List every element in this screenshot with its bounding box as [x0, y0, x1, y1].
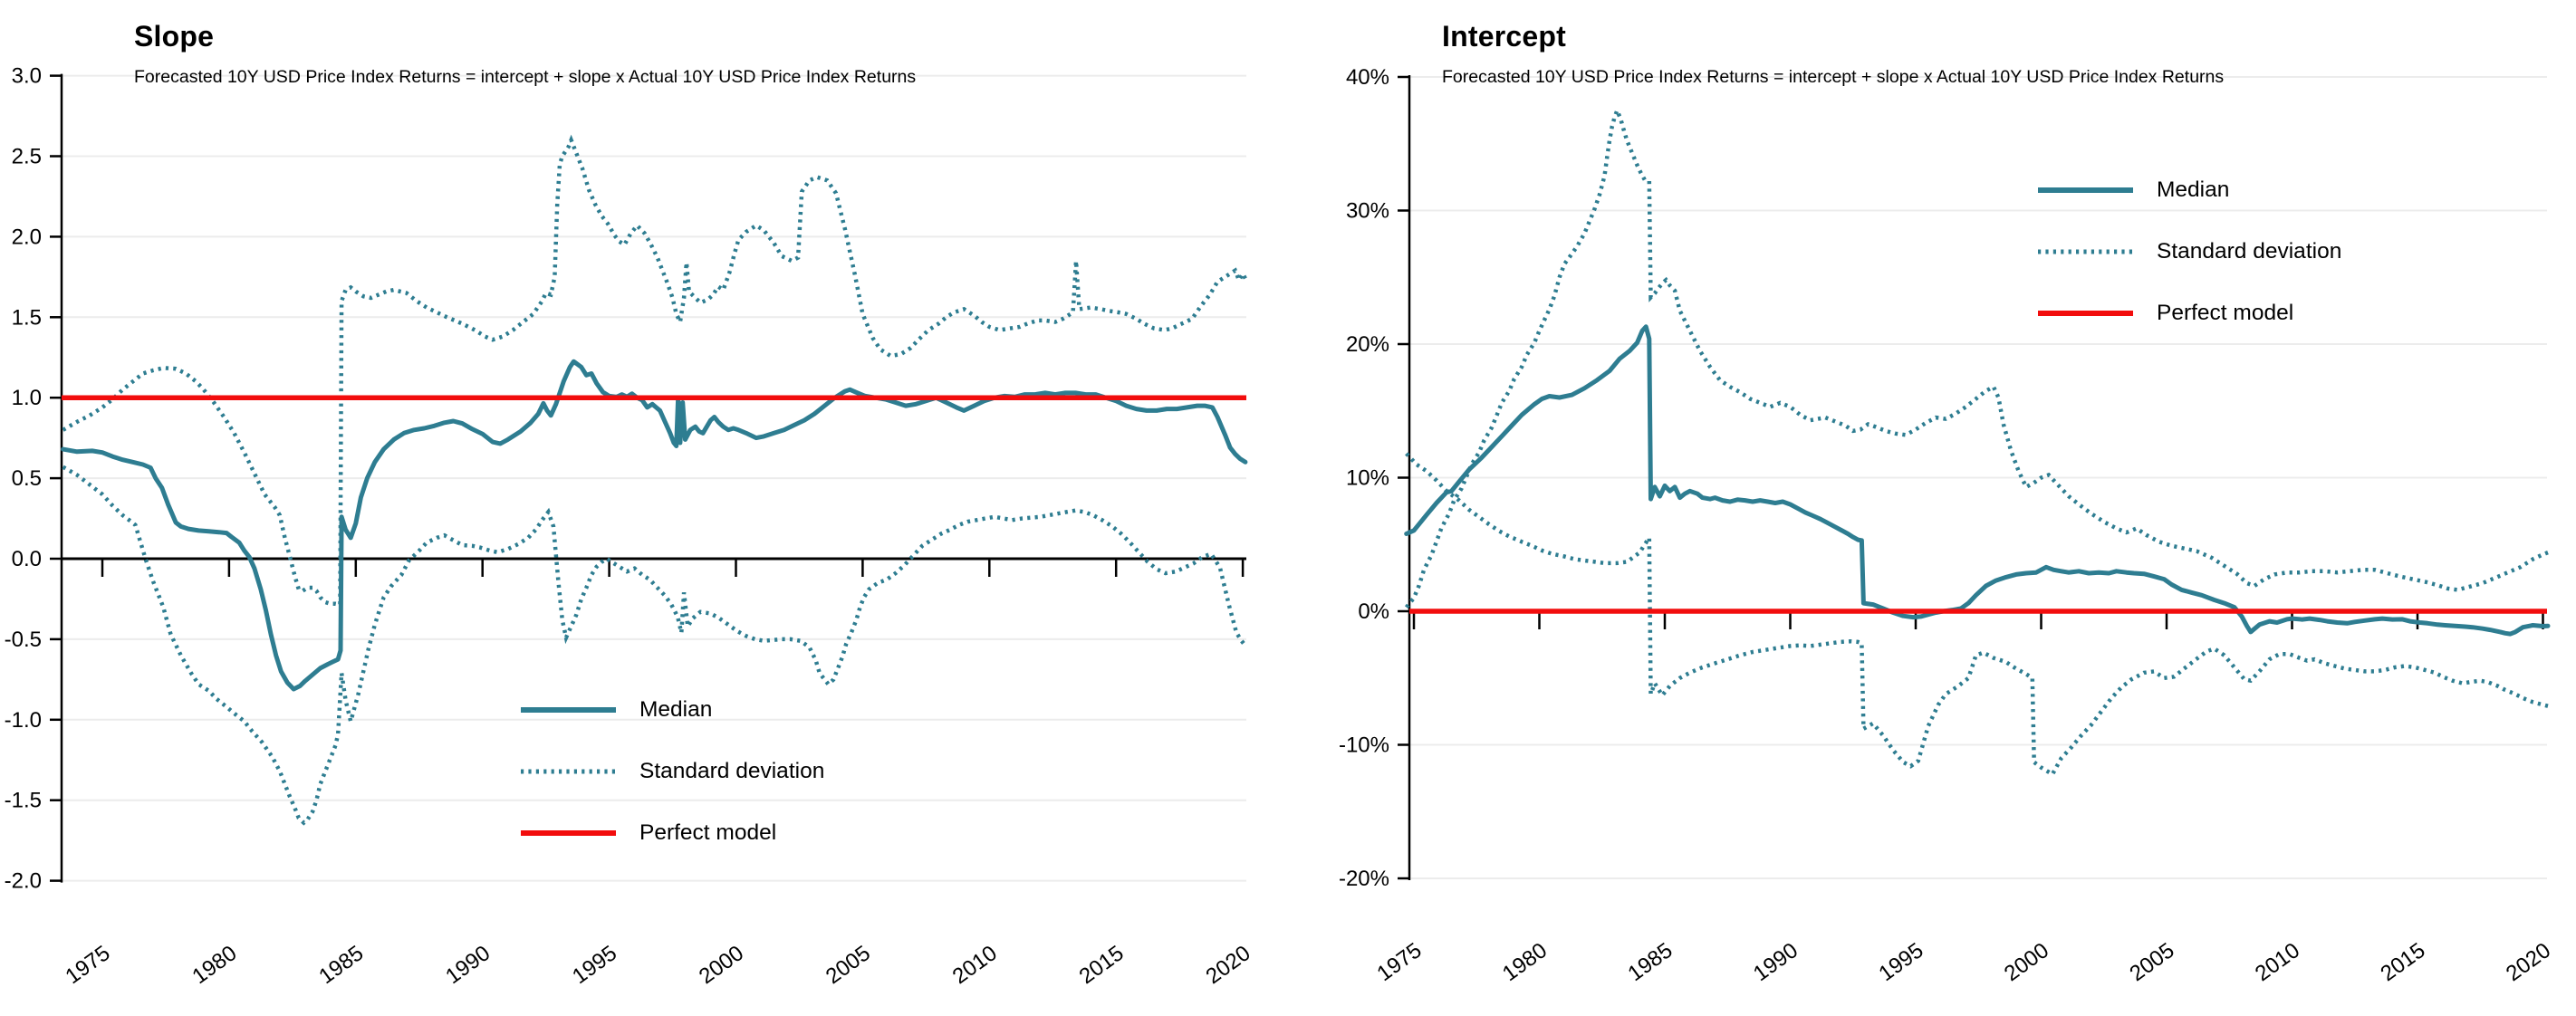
x-tick-label: 2015 — [1075, 941, 1129, 989]
slope-legend: Median Standard deviation Perfect model — [521, 697, 824, 846]
intercept-chart-title: Intercept — [1442, 20, 1566, 53]
std-deviation-upper-line — [62, 134, 1247, 608]
legend-item-median: Median — [2038, 177, 2341, 203]
dotted-line-swatch-icon — [2038, 249, 2133, 254]
y-tick-label: 40% — [1346, 65, 1389, 90]
legend-label: Standard deviation — [639, 759, 825, 783]
x-tick-label: 1980 — [187, 941, 241, 989]
y-tick-label: -1.5 — [5, 789, 42, 813]
y-tick-label: 20% — [1346, 332, 1389, 357]
y-tick-label: -20% — [1339, 867, 1389, 891]
y-tick-label: 0% — [1358, 599, 1389, 624]
intercept-legend: Median Standard deviation Perfect model — [2038, 177, 2341, 326]
legend-label: Median — [2157, 177, 2230, 202]
legend-label: Median — [639, 697, 713, 722]
chart-slope: 3.0 2.5 2.0 1.5 1.0 0.5 0.0 -0.5 -1.0 -1.5 -2.0 197… — [5, 64, 1255, 990]
legend-item-perfect-model: Perfect model — [521, 820, 824, 846]
x-tick-label: 2020 — [2502, 938, 2555, 986]
std-deviation-upper-line — [1404, 104, 2549, 609]
x-tick-label: 1980 — [1498, 938, 1552, 986]
x-tick-label: 1985 — [1623, 938, 1677, 986]
y-tick-label: -1.0 — [5, 708, 42, 733]
median-line-swatch-icon — [521, 707, 616, 713]
y-tick-label: -10% — [1339, 733, 1389, 758]
y-tick-label: -0.5 — [5, 628, 42, 652]
x-tick-label: 2000 — [2000, 938, 2053, 986]
x-tick-label: 2010 — [2251, 938, 2304, 986]
x-tick-label: 2020 — [1202, 941, 1255, 989]
y-tick-label: 3.0 — [12, 64, 42, 89]
y-tick-label: 30% — [1346, 199, 1389, 224]
median-line — [1404, 324, 2551, 637]
std-deviation-lower-line — [1405, 452, 2549, 778]
red-line-swatch-icon — [521, 830, 616, 836]
x-tick-label: 1975 — [61, 941, 114, 989]
x-tick-label: 2015 — [2376, 938, 2429, 986]
y-tick-label: 0.0 — [12, 547, 42, 571]
x-tick-label: 2005 — [822, 941, 875, 989]
x-tick-label: 2000 — [695, 941, 748, 989]
legend-label: Standard deviation — [2157, 239, 2342, 264]
legend-item-standard-deviation: Standard deviation — [2038, 239, 2341, 264]
legend-item-median: Median — [521, 697, 824, 723]
chart-intercept: 40% 30% 20% 10% 0% -10% -20% 1975 1980 1985 1990 19… — [1339, 65, 2555, 986]
y-tick-label: 2.0 — [12, 225, 42, 249]
slope-chart-subtitle: Forecasted 10Y USD Price Index Returns =… — [134, 67, 917, 87]
x-tick-label: 1990 — [441, 941, 495, 989]
legend-label: Perfect model — [639, 820, 777, 845]
y-tick-label: 1.0 — [12, 386, 42, 410]
y-tick-label: -2.0 — [5, 869, 42, 894]
median-line-swatch-icon — [2038, 187, 2133, 193]
legend-label: Perfect model — [2157, 301, 2294, 325]
y-tick-label: 2.5 — [12, 145, 42, 169]
x-tick-label: 2010 — [948, 941, 1002, 989]
intercept-chart-subtitle: Forecasted 10Y USD Price Index Returns =… — [1442, 67, 2225, 87]
x-tick-label: 1985 — [314, 941, 368, 989]
y-tick-label: 1.5 — [12, 305, 42, 330]
y-tick-label: 10% — [1346, 466, 1389, 491]
slope-chart-title: Slope — [134, 20, 215, 53]
legend-item-standard-deviation: Standard deviation — [521, 759, 824, 784]
x-tick-label: 2005 — [2125, 938, 2178, 986]
y-tick-label: 0.5 — [12, 466, 42, 491]
x-tick-label: 1995 — [568, 941, 621, 989]
x-tick-label: 1995 — [1874, 938, 1927, 986]
legend-item-perfect-model: Perfect model — [2038, 301, 2341, 326]
red-line-swatch-icon — [2038, 311, 2133, 316]
std-deviation-lower-line — [62, 465, 1247, 826]
x-tick-label: 1990 — [1749, 938, 1802, 986]
x-tick-label: 1975 — [1372, 938, 1426, 986]
dotted-line-swatch-icon — [521, 769, 616, 774]
